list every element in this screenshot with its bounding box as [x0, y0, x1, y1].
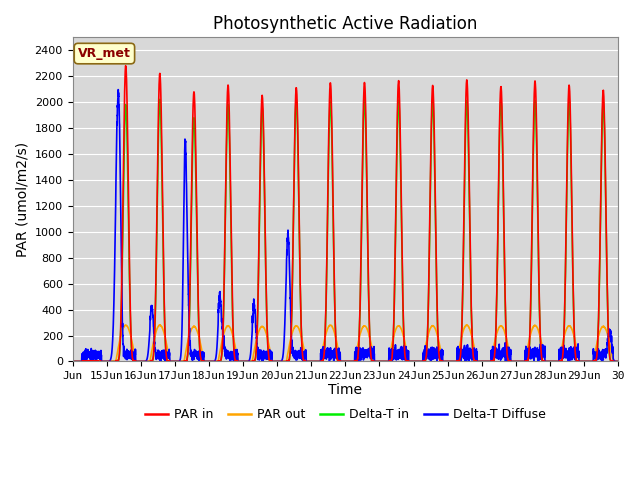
Legend: PAR in, PAR out, Delta-T in, Delta-T Diffuse: PAR in, PAR out, Delta-T in, Delta-T Dif… [140, 403, 550, 426]
Line: Delta-T in: Delta-T in [72, 99, 618, 361]
Line: PAR in: PAR in [72, 66, 618, 361]
PAR out [522, 354, 530, 360]
Delta-T Diffuse [68, 359, 76, 364]
PAR in [614, 359, 622, 364]
PAR out [68, 359, 76, 364]
Delta-T in [156, 96, 164, 102]
X-axis label: Time: Time [328, 383, 362, 396]
Delta-T Diffuse [115, 87, 122, 93]
Delta-T Diffuse [182, 152, 189, 157]
Y-axis label: PAR (umol/m2/s): PAR (umol/m2/s) [15, 142, 29, 257]
PAR in [122, 63, 129, 69]
Delta-T Diffuse [366, 348, 374, 354]
PAR out [495, 324, 503, 330]
Line: PAR out: PAR out [72, 325, 618, 361]
Delta-T Diffuse [522, 344, 530, 349]
PAR in [495, 147, 503, 153]
Delta-T in [182, 359, 189, 364]
Text: VR_met: VR_met [78, 47, 131, 60]
PAR out [156, 322, 164, 328]
Delta-T Diffuse [395, 353, 403, 359]
PAR in [366, 330, 374, 336]
Delta-T in [366, 332, 374, 337]
Title: Photosynthetic Active Radiation: Photosynthetic Active Radiation [213, 15, 477, 33]
PAR in [68, 359, 76, 364]
Delta-T in [68, 359, 76, 364]
Delta-T in [536, 325, 544, 331]
PAR out [614, 359, 622, 364]
PAR out [395, 323, 403, 329]
PAR in [182, 359, 189, 364]
Delta-T in [495, 158, 503, 164]
Delta-T in [522, 358, 530, 364]
PAR out [536, 333, 544, 339]
PAR in [522, 358, 530, 364]
PAR in [395, 81, 403, 86]
Delta-T Diffuse [614, 359, 622, 364]
Delta-T in [395, 100, 403, 106]
PAR out [366, 334, 374, 340]
Delta-T Diffuse [495, 349, 503, 355]
PAR out [182, 349, 189, 355]
Delta-T Diffuse [536, 349, 544, 355]
Line: Delta-T Diffuse: Delta-T Diffuse [72, 90, 618, 361]
PAR in [536, 323, 544, 328]
Delta-T in [614, 359, 622, 364]
